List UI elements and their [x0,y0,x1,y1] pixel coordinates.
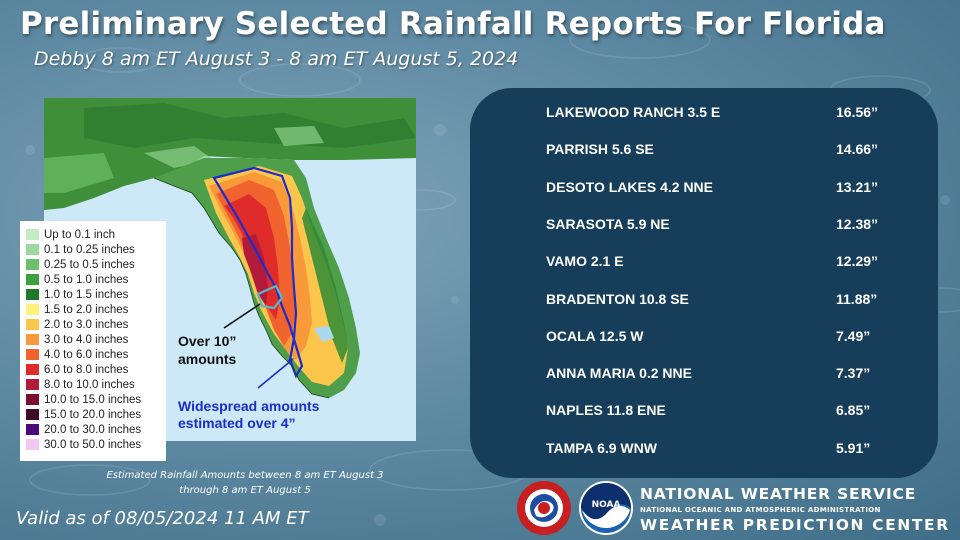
noaa-logo-icon: NOAA [579,481,633,535]
report-station: PARRISH 5.6 SE [546,141,654,158]
legend-label: 4.0 to 6.0 inches [44,348,129,361]
legend-label: 1.5 to 2.0 inches [44,303,129,316]
legend-label: 3.0 to 4.0 inches [44,333,129,346]
report-amount: 6.85” [836,402,871,419]
legend-item: 1.0 to 1.5 inches [26,287,162,302]
florida-map-graphic [44,98,416,399]
report-station: VAMO 2.1 E [546,253,624,270]
report-amount: 12.29” [836,253,879,270]
legend-item: 3.0 to 4.0 inches [26,332,162,347]
legend-item: 0.25 to 0.5 inches [26,257,162,272]
rainfall-reports-panel: LAKEWOOD RANCH 3.5 E 16.56” PARRISH 5.6 SE… [470,88,938,478]
page-subtitle: Debby 8 am ET August 3 - 8 am ET August … [34,48,519,70]
legend-label: 30.0 to 50.0 inches [44,438,142,451]
page-title: Preliminary Selected Rainfall Reports Fo… [20,6,886,42]
report-row: DESOTO LAKES 4.2 NNE 13.21” [546,179,906,201]
agency-name-block: NATIONAL WEATHER SERVICE NATIONAL OCEANI… [640,485,950,534]
legend-item: Up to 0.1 inch [26,227,162,242]
report-station: OCALA 12.5 W [546,327,644,344]
legend-item: 15.0 to 20.0 inches [26,407,162,422]
report-row: NAPLES 11.8 ENE 6.85” [546,402,906,424]
report-station: SARASOTA 5.9 NE [546,215,670,232]
legend-label: Up to 0.1 inch [44,228,115,241]
legend-label: 15.0 to 20.0 inches [44,408,142,421]
agency-line-nws: NATIONAL WEATHER SERVICE [640,485,917,503]
report-amount: 7.49” [836,327,871,344]
legend-swatch [26,244,39,255]
legend-label: 0.1 to 0.25 inches [44,243,135,256]
legend-item: 30.0 to 50.0 inches [26,437,162,452]
report-row: PARRISH 5.6 SE 14.66” [546,141,906,163]
over-10-outline [256,284,284,310]
legend-swatch [26,394,39,405]
legend-item: 0.5 to 1.0 inches [26,272,162,287]
legend-label: 8.0 to 10.0 inches [44,378,135,391]
legend-label: 6.0 to 8.0 inches [44,363,129,376]
report-amount: 5.91” [836,439,871,456]
noaa-logo-text: NOAA [592,500,621,510]
report-amount: 13.21” [836,178,879,195]
legend-label: 1.0 to 1.5 inches [44,288,129,301]
map-legend: Up to 0.1 inch 0.1 to 0.25 inches 0.25 to … [20,221,166,461]
legend-swatch [26,289,39,300]
legend-label: 20.0 to 30.0 inches [44,423,142,436]
legend-label: 0.25 to 0.5 inches [44,258,135,271]
report-amount: 7.37” [836,365,871,382]
legend-swatch [26,439,39,450]
report-amount: 12.38” [836,215,879,232]
legend-swatch [26,319,39,330]
report-amount: 14.66” [836,141,879,158]
report-station: ANNA MARIA 0.2 NNE [546,365,692,382]
report-station: DESOTO LAKES 4.2 NNE [546,178,714,195]
legend-swatch [26,304,39,315]
legend-swatch [26,409,39,420]
agency-line-noaa: NATIONAL OCEANIC AND ATMOSPHERIC ADMINIS… [640,506,881,514]
report-station: BRADENTON 10.8 SE [546,290,689,307]
map-caption: Estimated Rainfall Amounts between 8 am … [106,470,384,496]
legend-item: 10.0 to 15.0 inches [26,392,162,407]
report-amount: 16.56” [836,104,879,120]
legend-swatch [26,274,39,285]
valid-time: Valid as of 08/05/2024 11 AM ET [16,508,309,529]
widespread-over-4-outline [212,166,304,379]
report-row: TAMPA 6.9 WNW 5.91” [546,440,906,462]
legend-item: 0.1 to 0.25 inches [26,242,162,257]
legend-item: 2.0 to 3.0 inches [26,317,162,332]
legend-item: 4.0 to 6.0 inches [26,347,162,362]
nws-logo-icon [517,481,571,535]
report-row: BRADENTON 10.8 SE 11.88” [546,291,906,313]
report-station: LAKEWOOD RANCH 3.5 E [546,104,721,120]
report-row: OCALA 12.5 W 7.49” [546,328,906,350]
legend-label: 2.0 to 3.0 inches [44,318,129,331]
report-row: VAMO 2.1 E 12.29” [546,253,906,275]
legend-label: 0.5 to 1.0 inches [44,273,129,286]
legend-swatch [26,364,39,375]
report-row: SARASOTA 5.9 NE 12.38” [546,216,906,238]
report-row: ANNA MARIA 0.2 NNE 7.37” [546,365,906,387]
legend-swatch [26,349,39,360]
agency-line-wpc: WEATHER PREDICTION CENTER [640,516,950,534]
legend-swatch [26,259,39,270]
legend-item: 6.0 to 8.0 inches [26,362,162,377]
report-amount: 11.88” [836,290,878,307]
legend-item: 8.0 to 10.0 inches [26,377,162,392]
over-10-annotation: Over 10” amounts [178,333,237,367]
legend-swatch [26,424,39,435]
report-station: TAMPA 6.9 WNW [546,439,657,456]
widespread-annotation: Widespread amounts estimated over 4” [178,398,320,431]
legend-swatch [26,334,39,345]
legend-item: 1.5 to 2.0 inches [26,302,162,317]
report-row: LAKEWOOD RANCH 3.5 E 16.56” [546,104,906,126]
report-station: NAPLES 11.8 ENE [546,402,666,419]
legend-item: 20.0 to 30.0 inches [26,422,162,437]
legend-label: 10.0 to 15.0 inches [44,393,142,406]
legend-swatch [26,379,39,390]
legend-swatch [26,229,39,240]
